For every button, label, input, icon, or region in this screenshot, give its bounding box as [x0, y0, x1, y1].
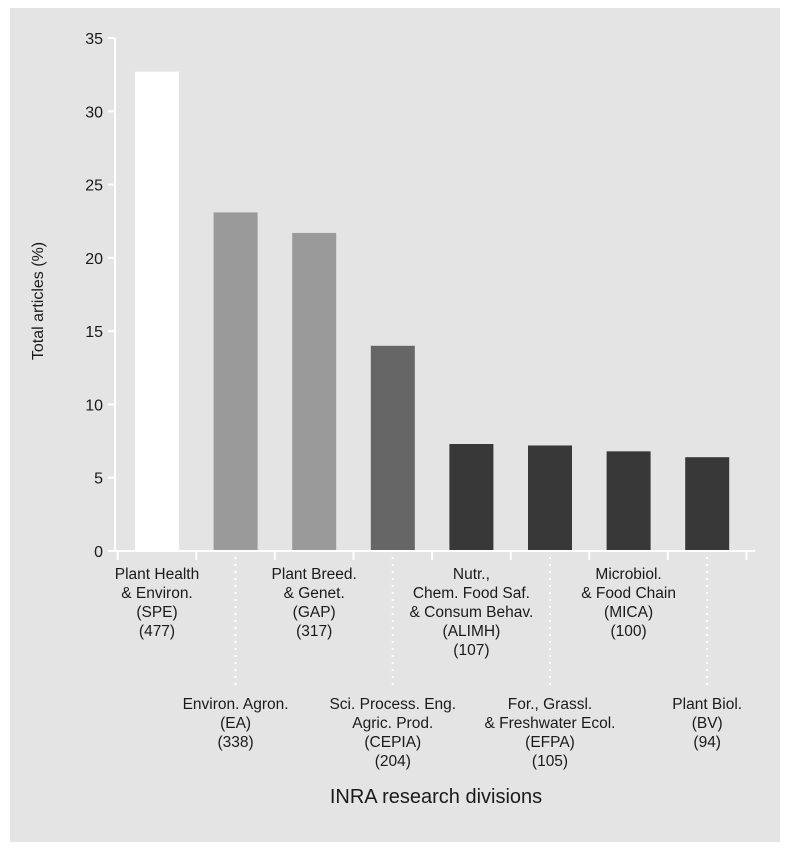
- y-tick-label: 0: [94, 544, 103, 561]
- x-category-label-line: & Consum Behav.: [410, 604, 534, 621]
- y-tick-label: 5: [94, 471, 103, 488]
- x-category-label-line: (477): [139, 623, 175, 640]
- chart-panel: 0 5 10 15 20 25 30 35 Plant Health & Environ. (SP…: [10, 8, 780, 842]
- x-category-label-line: (317): [296, 623, 332, 640]
- x-category-label: Plant Biol. (BV) (94): [672, 696, 742, 751]
- x-category-label-line: For., Grassl.: [508, 696, 592, 713]
- x-category-label-line: (GAP): [293, 604, 336, 621]
- x-category-label-line: (CEPIA): [364, 734, 421, 751]
- x-category-label-line: (105): [532, 753, 568, 770]
- x-category-label: Plant Health & Environ. (SPE) (477): [115, 566, 199, 640]
- x-category-label-line: Environ. Agron.: [183, 696, 289, 713]
- x-category-label-line: & Food Chain: [581, 585, 676, 602]
- bar: [449, 444, 494, 551]
- x-category-label-line: (94): [693, 734, 721, 751]
- x-category-label-line: (EFPA): [525, 734, 575, 751]
- x-category-label-line: (MICA): [604, 604, 653, 621]
- x-category-label-line: Nutr.,: [453, 566, 490, 583]
- x-category-label-line: (338): [218, 734, 254, 751]
- x-category-label-line: Sci. Process. Eng.: [329, 696, 456, 713]
- x-category-label-line: Agric. Prod.: [352, 715, 433, 732]
- bar: [606, 451, 651, 551]
- x-category-label-line: Microbiol.: [595, 566, 661, 583]
- y-tick-label: 25: [85, 178, 103, 195]
- x-category-label-line: & Environ.: [121, 585, 193, 602]
- y-tick-label: 15: [85, 324, 103, 341]
- bar: [685, 457, 730, 551]
- x-category-label-line: (204): [375, 753, 411, 770]
- y-tick-label: 30: [85, 104, 103, 121]
- x-category-label: Sci. Process. Eng. Agric. Prod. (CEPIA) (20…: [329, 696, 456, 770]
- x-category-label-line: Chem. Food Saf.: [413, 585, 530, 602]
- x-category-label-line: Plant Biol.: [672, 696, 742, 713]
- x-category-label: Nutr., Chem. Food Saf. & Consum Behav. (ALI…: [410, 566, 534, 659]
- x-category-label-line: (ALIMH): [443, 623, 501, 640]
- x-category-label-line: (107): [453, 642, 489, 659]
- x-category-label-line: (EA): [220, 715, 251, 732]
- x-category-label-line: (SPE): [136, 604, 177, 621]
- x-axis-title: INRA research divisions: [330, 786, 542, 808]
- bar: [370, 345, 415, 551]
- x-category-label: For., Grassl. & Freshwater Ecol. (EFPA) (10…: [485, 696, 616, 770]
- x-category-label: Plant Breed. & Genet. (GAP) (317): [272, 566, 357, 640]
- y-tick-label: 10: [85, 397, 103, 414]
- y-axis-title: Total articles (%): [30, 242, 47, 360]
- y-tick-label: 20: [85, 251, 103, 268]
- x-category-label-line: Plant Breed.: [272, 566, 357, 583]
- x-category-label-line: Plant Health: [115, 566, 199, 583]
- x-category-label-line: & Freshwater Ecol.: [485, 715, 616, 732]
- bar: [528, 445, 572, 551]
- bar: [135, 71, 179, 551]
- x-category-label: Microbiol. & Food Chain (MICA) (100): [581, 566, 676, 640]
- x-category-label: Environ. Agron. (EA) (338): [183, 696, 289, 751]
- x-category-label-line: & Genet.: [284, 585, 345, 602]
- y-tick-label: 35: [85, 31, 103, 48]
- bar: [292, 232, 337, 551]
- x-category-label-line: (100): [611, 623, 647, 640]
- bar-chart: 0 5 10 15 20 25 30 35 Plant Health & Environ. (SP…: [10, 8, 780, 842]
- bar: [213, 212, 258, 552]
- x-category-label-line: (BV): [692, 715, 723, 732]
